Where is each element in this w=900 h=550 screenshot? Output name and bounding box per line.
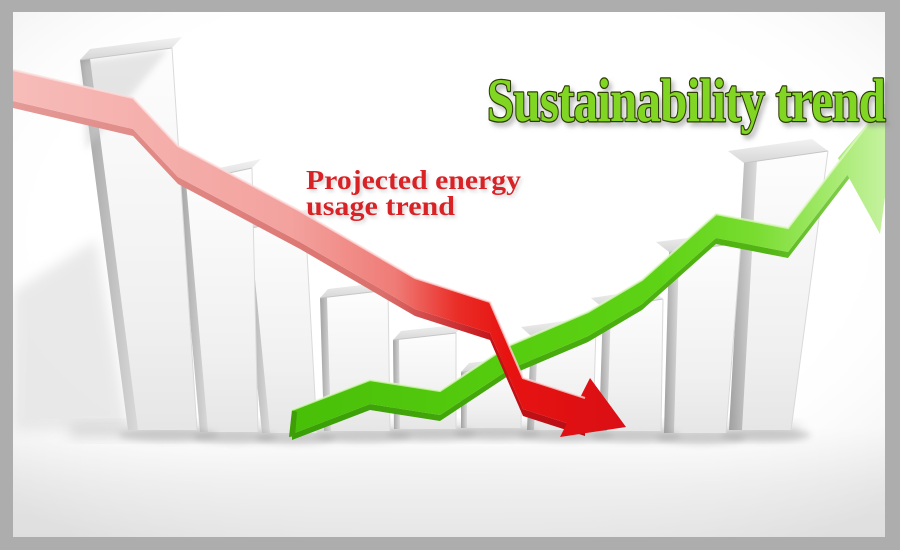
red-arrow-band bbox=[13, 70, 585, 429]
red-arrow-arrowhead bbox=[560, 378, 626, 437]
bar-side-face bbox=[178, 182, 208, 432]
projected-energy-label-line1: Projected energy bbox=[306, 165, 522, 195]
bar-top-face bbox=[393, 324, 464, 340]
projected-energy-label-line2: usage trend bbox=[306, 191, 455, 221]
bar-front-face bbox=[664, 243, 741, 433]
bar-front-face bbox=[599, 299, 663, 431]
bar-top-edge bbox=[743, 150, 829, 164]
bars-3d-group bbox=[79, 37, 829, 445]
bar-top-edge bbox=[79, 47, 173, 61]
projected-energy-label: Projected energy usage trend bbox=[306, 165, 522, 221]
red-arrow-top-highlight bbox=[13, 68, 586, 400]
sustainability-trend-arrow bbox=[289, 103, 885, 440]
bar-shadow bbox=[453, 426, 541, 440]
bar-shadow bbox=[591, 429, 681, 443]
green-arrow-tail-cap bbox=[289, 410, 297, 437]
energy-usage-trend-arrow bbox=[13, 68, 626, 437]
cast-shadow-left bbox=[13, 240, 128, 432]
bar-top-face bbox=[728, 139, 828, 163]
green-arrow-top-highlight bbox=[291, 123, 869, 412]
bar-top-face bbox=[80, 37, 182, 60]
bar-side-face bbox=[80, 58, 138, 431]
bar-right-edge bbox=[725, 242, 742, 434]
bar-shadow bbox=[118, 428, 219, 442]
title-sustainability-trend: Sustainability trend bbox=[487, 68, 886, 135]
bar-side-face bbox=[664, 250, 679, 433]
bar-shadow bbox=[315, 429, 411, 443]
green-arrow-arrowhead bbox=[838, 103, 885, 234]
green-arrow-band bbox=[292, 124, 868, 434]
bar-right-edge bbox=[660, 298, 664, 432]
bar-top-edge bbox=[392, 332, 457, 341]
bar-right-edge bbox=[171, 47, 198, 431]
